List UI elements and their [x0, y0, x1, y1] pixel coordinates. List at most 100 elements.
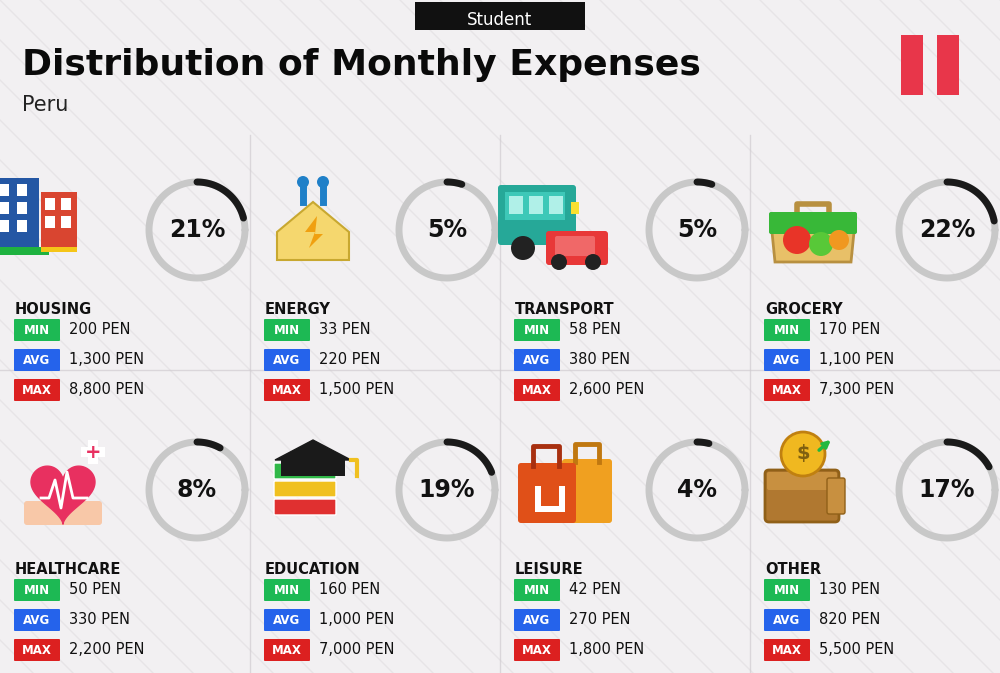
Text: GROCERY: GROCERY — [765, 302, 843, 317]
Text: MAX: MAX — [22, 643, 52, 656]
Text: 19%: 19% — [419, 478, 475, 502]
FancyBboxPatch shape — [61, 216, 71, 228]
Text: $: $ — [796, 444, 810, 464]
Text: MAX: MAX — [522, 384, 552, 396]
Text: MAX: MAX — [22, 384, 52, 396]
FancyBboxPatch shape — [264, 379, 310, 401]
FancyBboxPatch shape — [767, 472, 837, 490]
Circle shape — [585, 254, 601, 270]
Text: MIN: MIN — [274, 324, 300, 336]
FancyBboxPatch shape — [264, 349, 310, 371]
FancyBboxPatch shape — [769, 212, 857, 234]
Text: 8,800 PEN: 8,800 PEN — [69, 382, 144, 398]
Text: 7,300 PEN: 7,300 PEN — [819, 382, 894, 398]
Circle shape — [297, 176, 309, 188]
Text: 2,200 PEN: 2,200 PEN — [69, 643, 144, 658]
Text: MIN: MIN — [774, 583, 800, 596]
Text: +: + — [85, 443, 101, 462]
FancyBboxPatch shape — [14, 639, 60, 661]
Polygon shape — [305, 216, 323, 248]
Text: 1,100 PEN: 1,100 PEN — [819, 353, 894, 367]
FancyBboxPatch shape — [264, 609, 310, 631]
FancyBboxPatch shape — [0, 184, 9, 196]
FancyBboxPatch shape — [498, 185, 576, 245]
FancyBboxPatch shape — [764, 579, 810, 601]
FancyBboxPatch shape — [17, 220, 27, 232]
FancyBboxPatch shape — [937, 35, 959, 95]
FancyBboxPatch shape — [541, 486, 559, 506]
Text: MIN: MIN — [524, 324, 550, 336]
Text: EDUCATION: EDUCATION — [265, 562, 361, 577]
Circle shape — [781, 432, 825, 476]
Text: MIN: MIN — [24, 583, 50, 596]
Text: MAX: MAX — [272, 384, 302, 396]
Text: MAX: MAX — [272, 643, 302, 656]
FancyBboxPatch shape — [562, 459, 612, 523]
FancyBboxPatch shape — [546, 231, 608, 265]
Polygon shape — [277, 202, 349, 260]
Text: 17%: 17% — [919, 478, 975, 502]
FancyBboxPatch shape — [514, 379, 560, 401]
Text: 1,500 PEN: 1,500 PEN — [319, 382, 394, 398]
FancyBboxPatch shape — [535, 486, 565, 512]
Text: 4%: 4% — [677, 478, 717, 502]
FancyBboxPatch shape — [14, 319, 60, 341]
Text: 200 PEN: 200 PEN — [69, 322, 130, 337]
Text: Student: Student — [467, 11, 533, 29]
Text: MAX: MAX — [772, 643, 802, 656]
Text: 130 PEN: 130 PEN — [819, 583, 880, 598]
FancyBboxPatch shape — [764, 639, 810, 661]
FancyBboxPatch shape — [61, 198, 71, 210]
Text: 42 PEN: 42 PEN — [569, 583, 621, 598]
Text: 380 PEN: 380 PEN — [569, 353, 630, 367]
Text: Peru: Peru — [22, 95, 68, 115]
FancyBboxPatch shape — [514, 609, 560, 631]
Text: AVG: AVG — [23, 353, 51, 367]
Text: 1,300 PEN: 1,300 PEN — [69, 353, 144, 367]
FancyBboxPatch shape — [514, 319, 560, 341]
FancyBboxPatch shape — [281, 460, 345, 476]
Text: 220 PEN: 220 PEN — [319, 353, 380, 367]
FancyBboxPatch shape — [555, 236, 595, 256]
FancyBboxPatch shape — [514, 639, 560, 661]
FancyBboxPatch shape — [17, 202, 27, 214]
Text: Distribution of Monthly Expenses: Distribution of Monthly Expenses — [22, 48, 701, 82]
FancyBboxPatch shape — [764, 349, 810, 371]
Text: 1,800 PEN: 1,800 PEN — [569, 643, 644, 658]
FancyBboxPatch shape — [274, 499, 336, 515]
Text: TRANSPORT: TRANSPORT — [515, 302, 615, 317]
FancyBboxPatch shape — [14, 349, 60, 371]
Text: AVG: AVG — [273, 353, 301, 367]
FancyBboxPatch shape — [24, 501, 102, 525]
Circle shape — [829, 230, 849, 250]
Text: AVG: AVG — [773, 614, 801, 627]
FancyBboxPatch shape — [765, 470, 839, 522]
FancyBboxPatch shape — [529, 196, 543, 214]
Text: 820 PEN: 820 PEN — [819, 612, 880, 627]
FancyBboxPatch shape — [45, 198, 55, 210]
FancyBboxPatch shape — [264, 639, 310, 661]
Text: AVG: AVG — [523, 614, 551, 627]
Circle shape — [555, 236, 579, 260]
Text: 1,000 PEN: 1,000 PEN — [319, 612, 394, 627]
FancyBboxPatch shape — [764, 379, 810, 401]
Text: MIN: MIN — [274, 583, 300, 596]
FancyBboxPatch shape — [518, 463, 576, 523]
Text: 160 PEN: 160 PEN — [319, 583, 380, 598]
Text: 5%: 5% — [427, 218, 467, 242]
FancyBboxPatch shape — [0, 247, 49, 255]
Text: 50 PEN: 50 PEN — [69, 583, 121, 598]
Text: MAX: MAX — [772, 384, 802, 396]
Text: AVG: AVG — [523, 353, 551, 367]
FancyBboxPatch shape — [88, 440, 98, 464]
FancyBboxPatch shape — [81, 447, 105, 457]
Text: MAX: MAX — [522, 643, 552, 656]
FancyBboxPatch shape — [264, 579, 310, 601]
Text: AVG: AVG — [773, 353, 801, 367]
FancyBboxPatch shape — [505, 192, 565, 220]
FancyBboxPatch shape — [17, 184, 27, 196]
FancyBboxPatch shape — [415, 2, 585, 30]
FancyBboxPatch shape — [0, 220, 9, 232]
Polygon shape — [275, 440, 351, 460]
Text: 5,500 PEN: 5,500 PEN — [819, 643, 894, 658]
